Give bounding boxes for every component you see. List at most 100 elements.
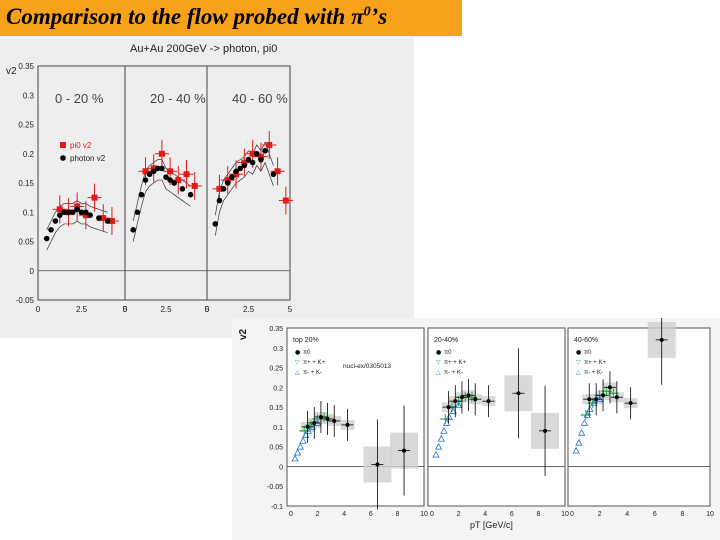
chart2-pi0-point (473, 397, 478, 402)
chart2-pion-point (440, 427, 448, 434)
chart1-pi0-point (274, 168, 281, 175)
chart2-xtick-label: 6 (510, 511, 514, 518)
chart2-ytick-label: 0.05 (269, 445, 283, 452)
chart1-photon-point (138, 191, 145, 198)
chart1-panel-label: 40 - 60 % (232, 91, 288, 106)
chart1-ytick-label: 0.05 (18, 238, 34, 247)
chart1-photon-band-lower (46, 220, 108, 251)
chart2-legend-label: π- + K- (303, 370, 322, 376)
chart2-legend-marker: ● (295, 349, 300, 356)
chart2-legend-label: π- + K- (584, 370, 603, 376)
chart1-ytick-label: 0 (30, 267, 35, 276)
chart2-ytick-label: -0.05 (267, 484, 283, 491)
chart1-pi0-point (257, 153, 264, 160)
chart1-panel-label: 20 - 40 % (150, 91, 206, 106)
chart1-xtick-label: 5 (123, 305, 128, 314)
chart1-pi0-point (150, 165, 157, 172)
chart1-pi0-point (241, 159, 248, 166)
chart2-legend-label: π+ + K+ (584, 360, 606, 366)
chart2-xlabel: pT [GeV/c] (470, 520, 513, 530)
chart2-pi0-point (543, 428, 548, 433)
chart2-xtick-label: 2 (598, 511, 602, 518)
chart1-photon-band-upper (214, 141, 274, 216)
chart2-pion-point (304, 427, 312, 434)
chart2-panel-frame (286, 327, 425, 507)
chart1-photon-point (78, 209, 85, 216)
chart2-xtick-label: 8 (536, 511, 540, 518)
chart1-pi0-point (249, 150, 256, 157)
chart2-pi0-point (375, 462, 380, 467)
chart2-xtick-label: 4 (342, 511, 346, 518)
chart2-ytick-label: -0.1 (271, 504, 283, 511)
chart1-photon-point (258, 156, 264, 163)
slide-title: Comparison to the flow probed with π0’s (6, 4, 387, 30)
chart1-photon-point (142, 177, 149, 183)
chart2-legend-label: π0 (303, 350, 311, 356)
chart1-photon-point (167, 177, 173, 183)
chart1-pi0-point (91, 194, 98, 201)
chart2-legend-marker: ▽ (576, 359, 581, 366)
chart1-ytick-label: 0.2 (23, 150, 35, 159)
chart1-legend-photon-marker (60, 155, 66, 161)
chart1-panel-frame (206, 65, 291, 301)
chart1-ytick-label: 0.1 (23, 208, 35, 217)
chart2-legend-label: π- + K- (444, 370, 463, 376)
chart2-ytick-label: 0 (279, 464, 283, 471)
chart2-pi0-point (332, 418, 337, 423)
chart1-pi0-point (167, 168, 174, 175)
chart2-xtick-label: 6 (653, 511, 657, 518)
chart2-pi0-point (453, 399, 458, 404)
chart2-ytick-label: 0.35 (269, 326, 283, 333)
chart2-ytick-label: 0.3 (273, 346, 283, 353)
chart2-pion-point (437, 434, 445, 442)
chart2-pi0-point (402, 448, 407, 453)
chart2-legend-label: π0 (444, 350, 452, 356)
chart2-pi0-point (601, 393, 606, 398)
chart2-xtick-label: 0 (289, 511, 293, 518)
chart1-photon-point (220, 186, 227, 192)
chart1-photon-point (216, 197, 223, 204)
chart2-pi0-point (516, 391, 521, 396)
chart2-pi0-point (628, 401, 633, 406)
chart1-panel-label: 0 - 20 % (55, 91, 104, 106)
chart1-pi0-point (158, 150, 165, 157)
chart1-pi0-point (183, 171, 190, 178)
chart2-pi0-point (318, 415, 323, 419)
title-bar (0, 0, 462, 36)
chart2-legend-marker: ▽ (436, 359, 441, 366)
chart1-photon-point (241, 162, 248, 169)
chart1-photon-point (224, 180, 231, 186)
chart2-xtick-label: 0 (570, 511, 574, 518)
chart1-photon-point (237, 165, 243, 172)
chart2-pi0-point (607, 385, 612, 390)
chart1-legend-pi0-label: pi0 v2 (70, 141, 92, 150)
chart1-photon-point (104, 218, 111, 224)
chart2-pi0-point (305, 424, 310, 429)
chart2-pi0-point (659, 337, 664, 342)
chart1-photon-point (229, 174, 235, 180)
chart2-pion-point (301, 430, 310, 438)
chart1-xtick-label: 0 (36, 305, 41, 314)
chart2-pi0-point (446, 405, 451, 410)
chart2-legend-marker: ● (576, 349, 581, 356)
chart1-ytick-label: 0.15 (18, 179, 34, 188)
chart1-photon-point (171, 180, 177, 186)
chart1-xtick-label: 5 (205, 305, 210, 314)
chart2-xtick-label: 4 (625, 511, 629, 518)
chart2-panel-label: 40-60% (574, 337, 598, 344)
chart1-ylabel: v2 (6, 66, 17, 77)
chart1-photon-point (61, 209, 67, 216)
chart1-legend-pi0-marker (60, 142, 66, 148)
chart2-ylabel: v2 (238, 328, 249, 340)
chart1-photon-point (87, 212, 93, 218)
chart1-photon-point (146, 171, 153, 178)
chart2-pion-point (434, 442, 443, 450)
chart1-photon-point (187, 191, 194, 198)
chart1-xtick-label: 2.5 (243, 305, 255, 314)
chart1-pi0-point (108, 218, 115, 225)
chart1-xtick-label: 0 (123, 305, 128, 314)
chart2-ytick-label: 0.15 (269, 405, 283, 412)
chart1-photon-point (245, 156, 252, 163)
chart1-photon-point (134, 209, 141, 216)
chart2-pi0-point (466, 393, 471, 398)
